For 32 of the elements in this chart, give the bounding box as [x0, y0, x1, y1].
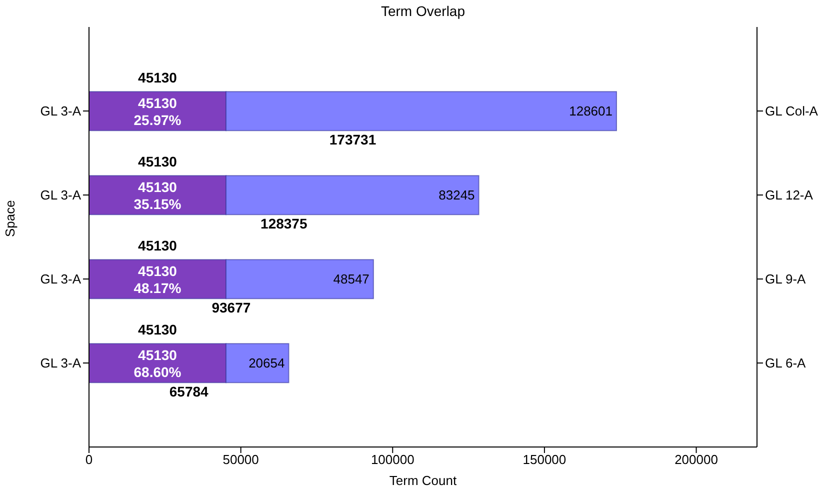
- annotation: 45130: [138, 154, 178, 170]
- data-label: 45130 35.15%: [134, 179, 182, 212]
- data-label: 48547: [333, 272, 370, 287]
- data-label: 128601: [569, 104, 613, 119]
- y-axis-title: Space: [2, 200, 18, 237]
- total-label: 93677: [212, 300, 251, 316]
- y-tick-label: GL 3-A: [40, 272, 82, 287]
- annotation: 45130: [138, 238, 178, 254]
- chart-title: Term Overlap: [380, 3, 466, 19]
- data-label: 45130 68.60%: [134, 347, 182, 380]
- data-label: 45130 25.97%: [134, 95, 182, 128]
- x-axis-title: Term Count: [389, 473, 457, 487]
- x-tick-label: 50000: [222, 452, 259, 468]
- y2-tick-label: GL Col-A: [765, 104, 818, 119]
- x-tick-label: 200000: [674, 452, 718, 468]
- data-label: 20654: [248, 356, 285, 371]
- annotation: 45130: [138, 322, 178, 338]
- x-tick-label: 100000: [370, 452, 414, 468]
- total-label: 128375: [260, 216, 308, 232]
- y-tick-label: GL 3-A: [40, 188, 82, 203]
- y2-tick-label: GL 12-A: [765, 188, 814, 203]
- x-tick-label: 150000: [522, 452, 566, 468]
- total-label: 173731: [329, 132, 376, 148]
- data-label: 83245: [438, 188, 475, 203]
- x-tick-label: 0: [85, 452, 93, 468]
- y2-tick-label: GL 9-A: [765, 272, 806, 287]
- total-label: 65784: [169, 384, 209, 400]
- annotation: 45130: [138, 70, 178, 86]
- y-tick-label: GL 3-A: [40, 356, 82, 371]
- y2-tick-label: GL 6-A: [765, 356, 806, 371]
- data-label: 45130 48.17%: [134, 263, 182, 296]
- y-tick-label: GL 3-A: [40, 104, 82, 119]
